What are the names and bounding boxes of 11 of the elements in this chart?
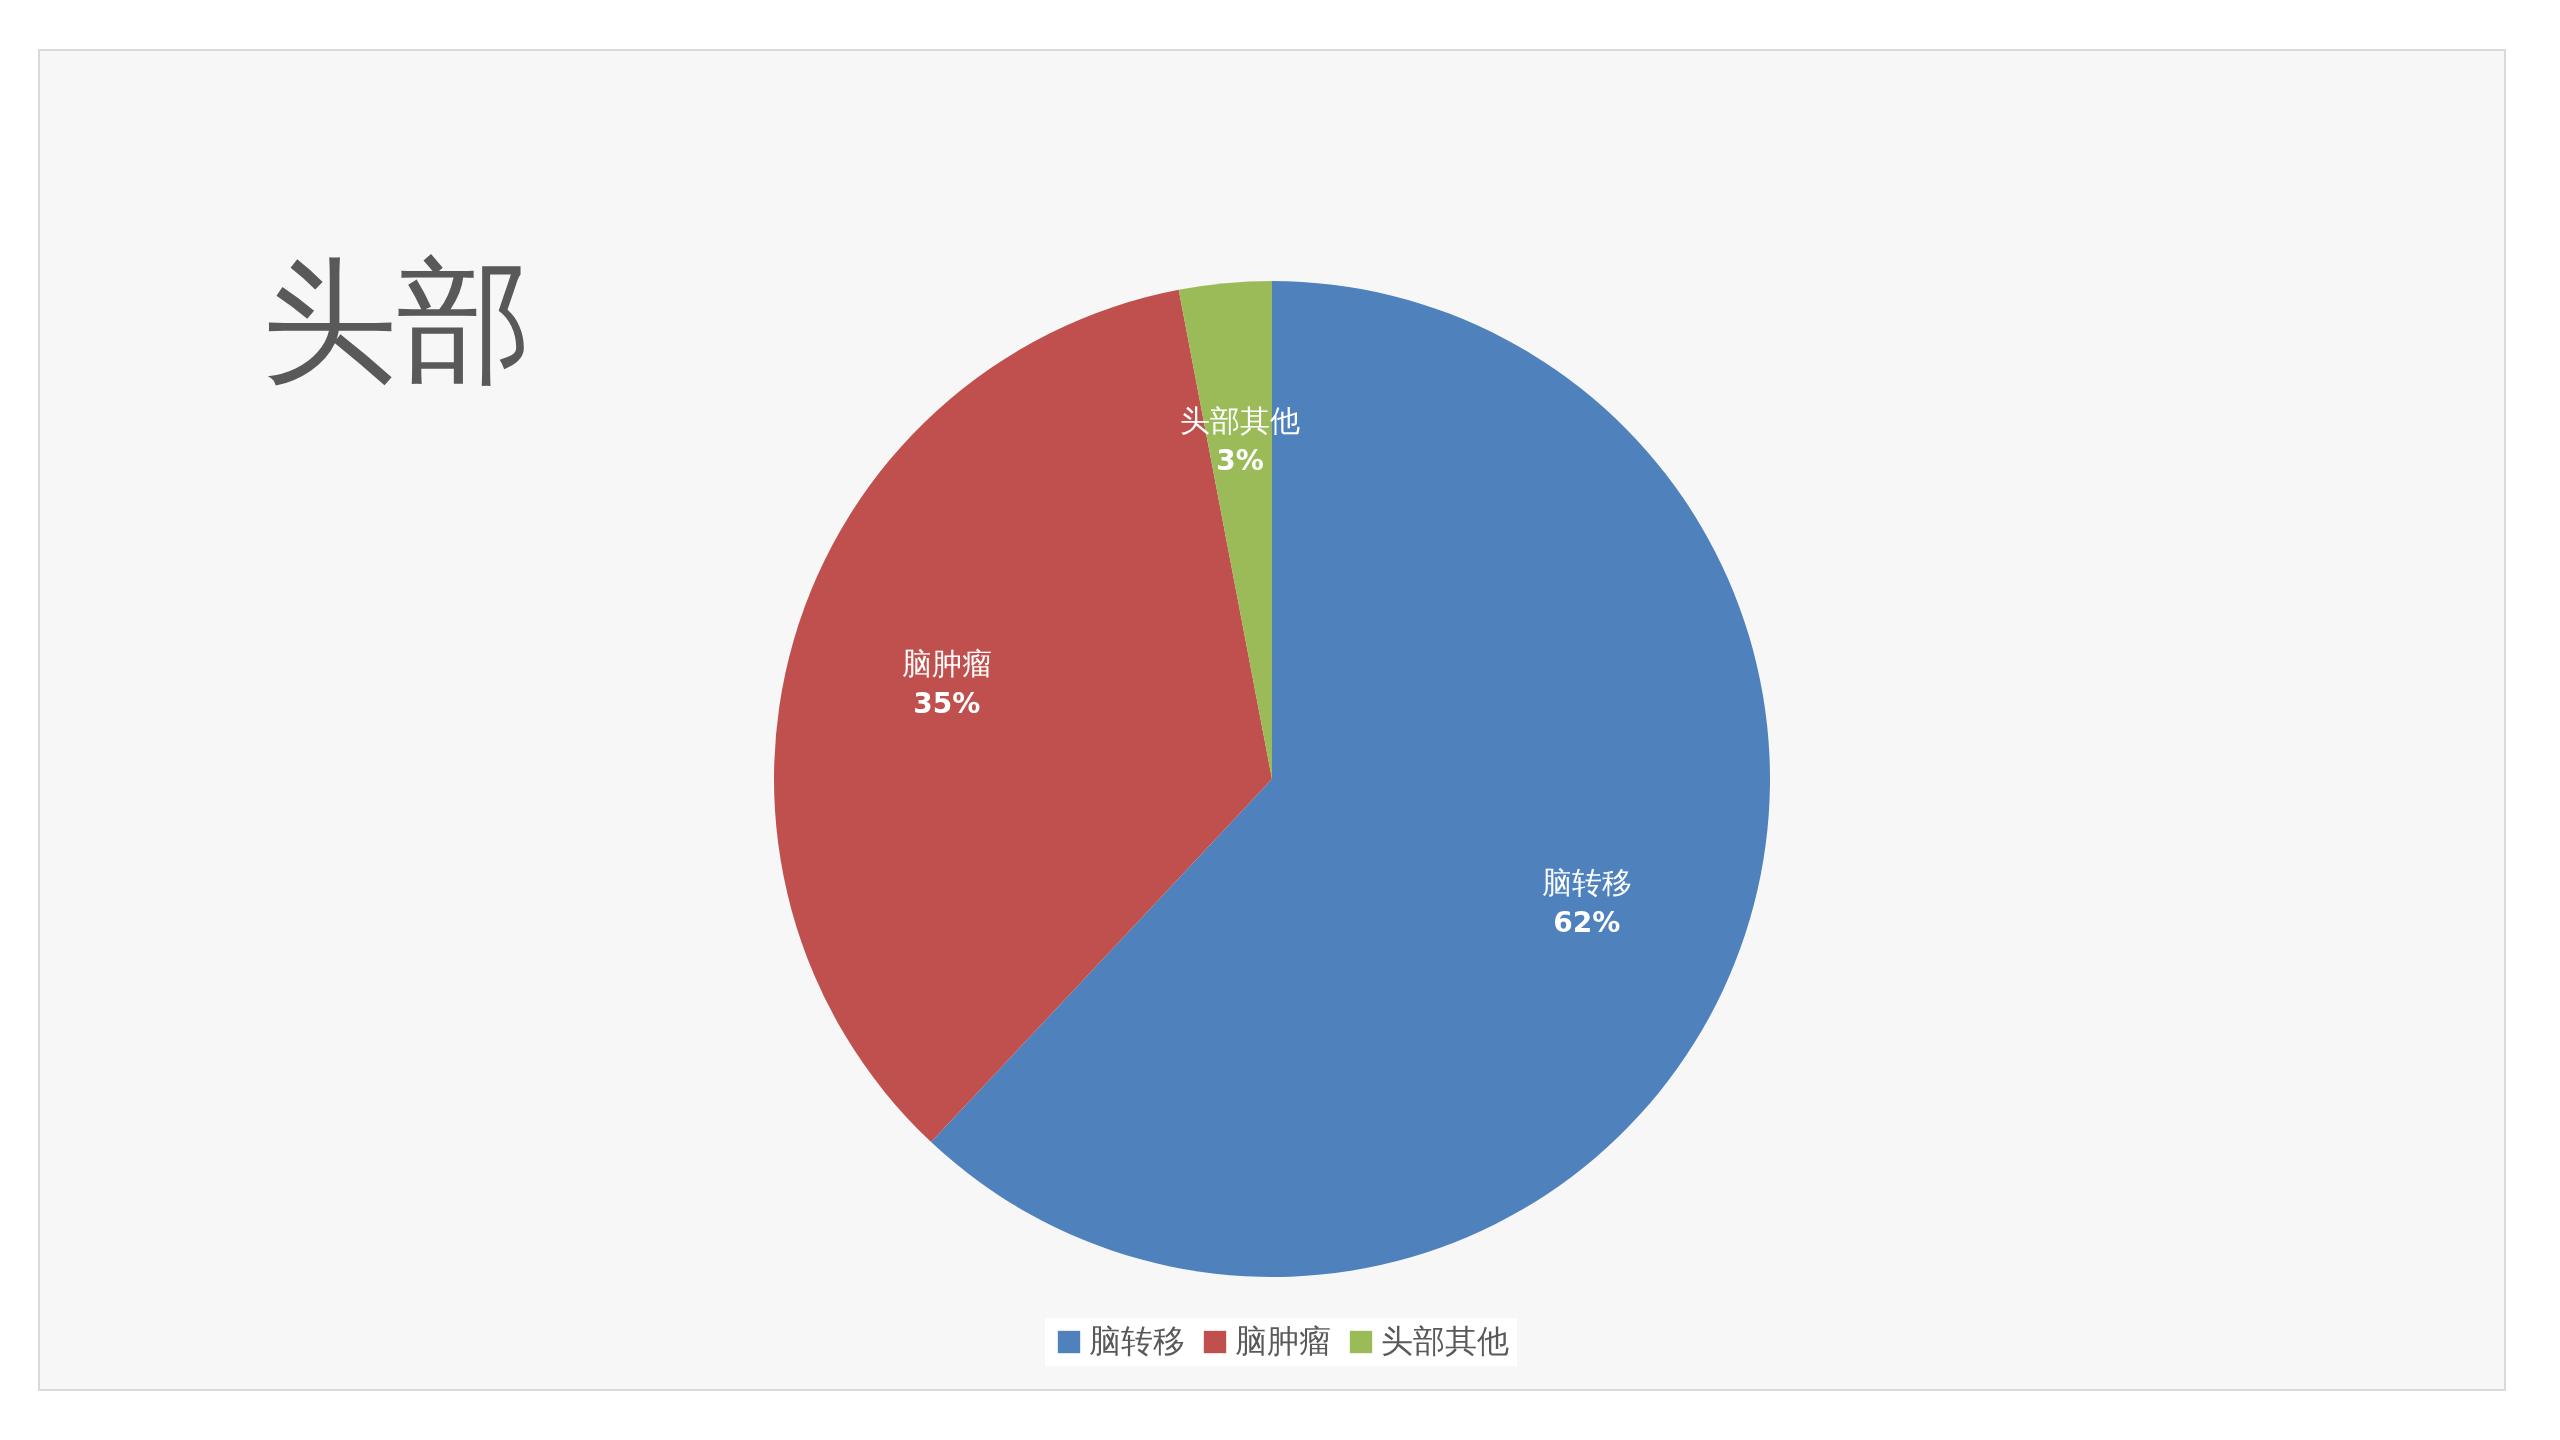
chart-title: 头部 (262, 243, 532, 400)
pie-slice (774, 289, 1272, 1143)
slice-label: 脑转移 (1541, 864, 1632, 900)
legend-label: 头部其他 (1381, 1322, 1509, 1360)
data-label: 35% (913, 686, 981, 720)
legend-label: 脑肿瘤 (1235, 1322, 1331, 1360)
slice-label: 脑肿瘤 (901, 645, 992, 681)
data-label: 62% (1553, 905, 1621, 939)
data-label: 3% (1216, 443, 1264, 477)
legend-label: 脑转移 (1089, 1322, 1185, 1360)
pie-slice (1178, 281, 1272, 779)
